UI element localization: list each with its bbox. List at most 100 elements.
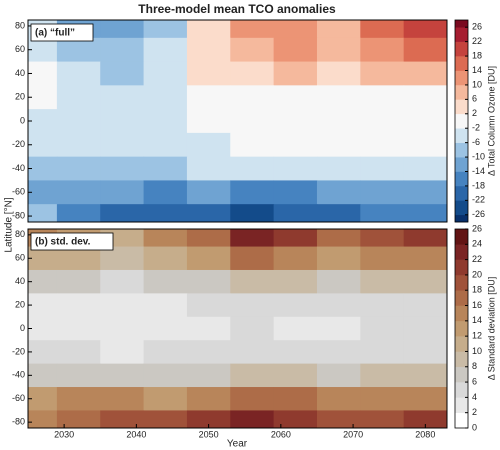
x-tick-label: 2060	[271, 429, 291, 439]
x-axis-label: Year	[227, 439, 248, 450]
cell	[230, 269, 275, 294]
cell	[100, 180, 145, 205]
y-tick-label: -40	[12, 163, 25, 173]
colorbar-frame	[454, 19, 469, 223]
cell	[28, 293, 58, 318]
cell	[316, 156, 361, 181]
cell	[56, 410, 101, 428]
cell	[230, 109, 275, 134]
colorbar-swatch	[455, 20, 468, 28]
cell	[403, 109, 447, 134]
cell	[100, 156, 145, 181]
cell	[360, 293, 405, 318]
cell	[28, 246, 58, 271]
cell	[403, 61, 447, 86]
cell	[100, 61, 145, 86]
cell	[143, 269, 188, 294]
cell	[273, 410, 318, 428]
cell	[28, 85, 58, 110]
colorbar-tick-label: 6	[472, 94, 477, 104]
cell	[360, 410, 405, 428]
colorbar-tick-label: -18	[472, 180, 485, 190]
cell	[316, 316, 361, 341]
cell	[403, 293, 447, 318]
cell	[28, 269, 58, 294]
colorbar-swatch	[455, 157, 468, 172]
cell	[143, 316, 188, 341]
panel-label-box	[30, 232, 114, 251]
cell	[316, 132, 361, 158]
cell	[230, 293, 275, 318]
cell	[100, 340, 145, 365]
y-tick-label: 0	[20, 323, 25, 333]
cell	[230, 340, 275, 365]
cell	[56, 109, 101, 134]
colorbar-label: Δ Total Column Ozone [DU]	[486, 66, 496, 176]
y-tick-label: 20	[15, 299, 25, 309]
cell	[230, 156, 275, 181]
cell	[28, 61, 58, 86]
colorbar-tick-label: 26	[472, 223, 482, 233]
cell	[186, 387, 231, 411]
colorbar-tick-label: -14	[472, 166, 485, 176]
panel-label-box	[30, 23, 94, 42]
cell	[28, 204, 58, 222]
y-tick-label: 80	[15, 229, 25, 239]
cell	[273, 316, 318, 341]
cell	[230, 61, 275, 86]
cell	[316, 293, 361, 318]
colorbar-tick-label: 2	[472, 407, 477, 417]
colorbar-swatch	[455, 185, 468, 201]
cell	[360, 37, 405, 63]
cell	[28, 340, 58, 365]
cell	[186, 180, 231, 205]
colorbar-swatch	[455, 320, 468, 337]
colorbar-tick-label: 6	[472, 376, 477, 386]
cell	[273, 180, 318, 205]
colorbar-tick-label: 10	[472, 79, 482, 89]
cell	[100, 269, 145, 294]
cell	[186, 363, 231, 388]
cell	[316, 269, 361, 294]
cell	[100, 85, 145, 110]
y-tick-label: 60	[15, 44, 25, 54]
y-tick-label: -80	[12, 210, 25, 220]
cell	[360, 229, 405, 248]
colorbar-swatch	[455, 259, 468, 276]
colorbar-swatch	[455, 84, 468, 100]
colorbar-swatch	[455, 128, 468, 143]
field	[28, 229, 447, 428]
panel-label: (a) “full”	[35, 28, 75, 39]
cell	[143, 410, 188, 428]
cell	[186, 204, 231, 222]
colorbar-tick-label: 16	[472, 300, 482, 310]
cell	[143, 109, 188, 134]
colorbar-tick-label: 22	[472, 36, 482, 46]
colorbar-swatch	[455, 412, 468, 429]
y-tick-label: 40	[15, 68, 25, 78]
y-tick-label: -60	[12, 393, 25, 403]
cell	[230, 387, 275, 411]
cell	[360, 61, 405, 86]
cell	[360, 156, 405, 181]
cell	[316, 363, 361, 388]
cell	[273, 246, 318, 271]
colorbar-swatch	[455, 290, 468, 306]
cell	[316, 85, 361, 110]
cell	[316, 410, 361, 428]
cell	[143, 180, 188, 205]
cell	[403, 156, 447, 181]
cell	[316, 109, 361, 134]
cell	[360, 246, 405, 271]
cell	[273, 109, 318, 134]
cell	[28, 363, 58, 388]
cell	[360, 387, 405, 411]
cell	[100, 410, 145, 428]
cell	[316, 61, 361, 86]
cell	[273, 20, 318, 39]
cell	[316, 204, 361, 222]
cell	[100, 109, 145, 134]
colorbar-tick-label: -26	[472, 209, 485, 219]
cell	[56, 156, 101, 181]
cell	[230, 204, 275, 222]
